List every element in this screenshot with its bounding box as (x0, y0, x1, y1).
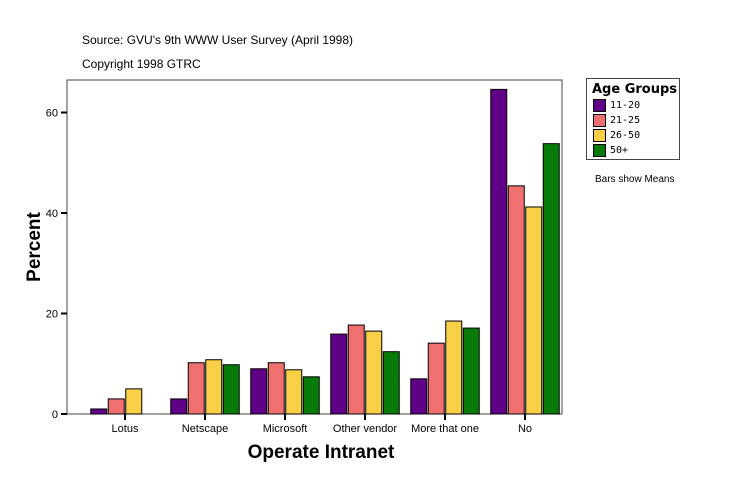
x-tick-label: More that one (411, 423, 479, 435)
legend-swatch (593, 114, 606, 127)
copyright-text: Copyright 1998 GTRC (82, 57, 201, 71)
bar-26-50-lotus (125, 388, 143, 415)
legend-swatch (593, 129, 606, 142)
legend-swatch (593, 144, 606, 157)
bar-21-25-more-that-one (427, 342, 445, 415)
legend-label: 50+ (610, 145, 629, 156)
legend-title: Age Groups (592, 82, 678, 97)
legend-swatch (593, 99, 606, 112)
bar-26-50-no (525, 206, 543, 415)
bar-26-50-netscape (205, 359, 223, 415)
note-text: Bars show Means (595, 174, 675, 185)
legend-label: 11-20 (610, 100, 641, 111)
bar-26-50-other-vendor (365, 330, 383, 415)
bar-21-25-microsoft (267, 362, 285, 415)
bar-50+-microsoft (302, 376, 320, 415)
bar-26-50-more-that-one (445, 320, 463, 415)
y-tick-label: 20 (46, 309, 58, 321)
y-tick-label: 0 (52, 409, 58, 421)
bar-11-20-netscape (170, 398, 188, 415)
y-tick-label: 60 (46, 108, 58, 120)
bar-50+-other-vendor (382, 351, 400, 415)
x-tick-label: Netscape (182, 423, 228, 435)
x-tick-label: Other vendor (333, 423, 398, 435)
legend: Age Groups 11-20 21-25 26-50 50+ (586, 78, 680, 160)
plot-frame (66, 79, 563, 415)
legend-item: 21-25 (593, 113, 679, 128)
bar-21-25-other-vendor (347, 324, 365, 415)
y-axis-label: Percent (24, 211, 45, 281)
bar-50+-netscape (222, 364, 240, 415)
bar-50+-more-that-one (462, 327, 480, 415)
x-tick-label: No (518, 423, 532, 435)
bar-11-20-more-that-one (410, 378, 428, 415)
bar-21-25-netscape (187, 362, 205, 415)
legend-label: 21-25 (610, 115, 641, 126)
bar-11-20-no (490, 88, 508, 415)
bar-21-25-no (507, 185, 525, 415)
y-tick-label: 40 (46, 208, 58, 220)
bar-11-20-lotus (90, 408, 108, 415)
x-axis-label: Operate Intranet (248, 442, 395, 463)
x-tick-label: Microsoft (263, 423, 308, 435)
legend-item: 26-50 (593, 128, 679, 143)
legend-label: 26-50 (610, 130, 641, 141)
legend-item: 50+ (593, 143, 679, 158)
bar-50+-no (542, 143, 560, 415)
bar-26-50-microsoft (285, 369, 303, 415)
bar-11-20-microsoft (250, 368, 268, 415)
x-tick-label: Lotus (112, 423, 139, 435)
bar-21-25-lotus (107, 398, 125, 415)
bar-11-20-other-vendor (330, 333, 348, 415)
legend-item: 11-20 (593, 98, 679, 113)
source-text: Source: GVU's 9th WWW User Survey (April… (82, 33, 354, 47)
